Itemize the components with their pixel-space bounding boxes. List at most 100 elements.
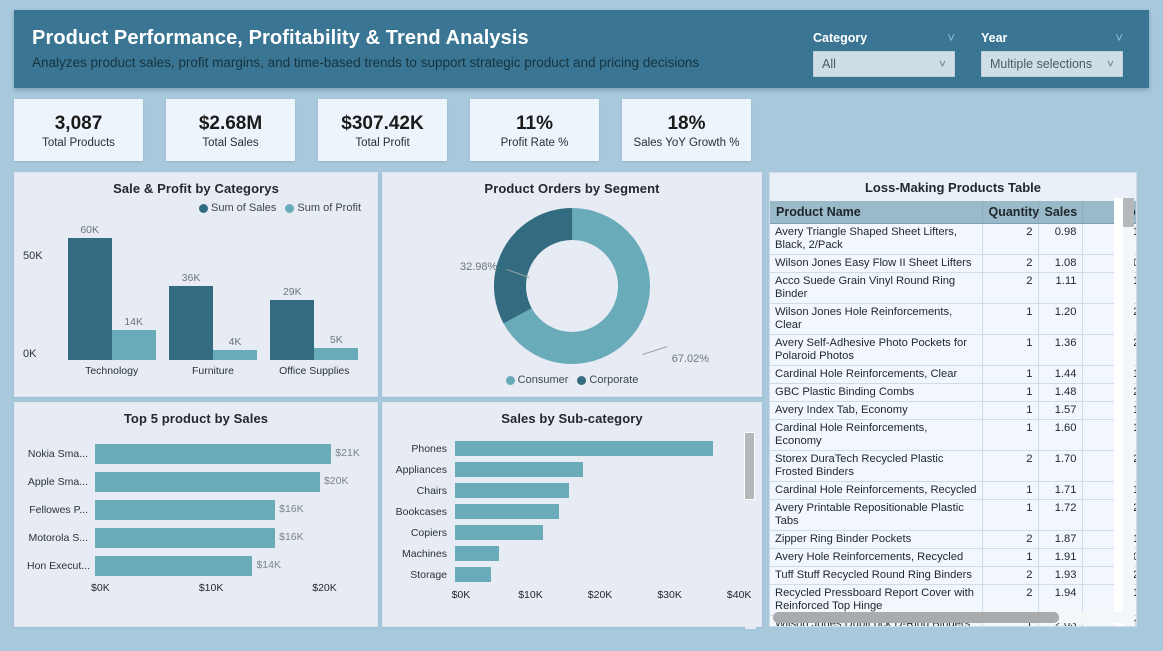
bar-row[interactable]: Motorola S... $16K (27, 524, 365, 552)
filter-category-select[interactable]: All ˅ (813, 51, 955, 77)
bar-sales[interactable]: 29K (270, 224, 315, 360)
table-row[interactable]: Avery Hole Reinforcements, Recycled 1 1.91… (770, 548, 1136, 567)
bar-row[interactable]: Storage (391, 564, 751, 585)
table-row[interactable]: Wilson Jones Hole Reinforcements, Clear 1… (770, 303, 1136, 335)
kpi-value: $307.42K (341, 112, 424, 134)
bar-profit[interactable]: 5K (314, 224, 359, 360)
kpi-label: Sales YoY Growth % (633, 136, 740, 149)
bar-group-technology[interactable]: 60K 14K (67, 224, 156, 360)
table-scroll-viewport[interactable]: Product Name Quantity Sales Profit Avery… (770, 201, 1136, 626)
sales-cell: 1.70 (1038, 450, 1083, 482)
kpi-card-total-products[interactable]: 3,087 Total Products (14, 99, 143, 161)
bar-group-office-supplies[interactable]: 29K 5K (270, 224, 359, 360)
bar-sales[interactable]: 36K (168, 224, 213, 360)
chart-vertical-scrollbar-track[interactable] (745, 431, 756, 629)
kpi-card-sales-yoy-growth[interactable]: 18% Sales YoY Growth % (622, 99, 751, 161)
loss-making-products-table: Product Name Quantity Sales Profit Avery… (770, 201, 1136, 626)
bar-row[interactable]: Nokia Sma... $21K (27, 440, 365, 468)
chart-plot-area: Phones Appliances Chairs Bookcases (391, 438, 751, 610)
table-body: Avery Triangle Shaped Sheet Lifters, Bla… (770, 223, 1136, 626)
kpi-card-total-sales[interactable]: $2.68M Total Sales (166, 99, 295, 161)
bar-sales[interactable]: 60K (67, 224, 112, 360)
table-row[interactable]: Avery Triangle Shaped Sheet Lifters, Bla… (770, 223, 1136, 255)
dashboard-body: Sale & Profit by Categorys Sum of Sales … (14, 172, 1149, 629)
table-row[interactable]: Cardinal Hole Reinforcements, Economy 1 1.… (770, 419, 1136, 451)
kpi-value: 18% (667, 112, 706, 134)
sales-cell: 1.48 (1038, 383, 1083, 402)
product-name-cell: Cardinal Hole Reinforcements, Economy (770, 419, 983, 451)
table-header-row: Product Name Quantity Sales Profit (770, 201, 1136, 224)
filter-bar: ˅ Category All ˅ ˅ Year Multiple selecti… (813, 21, 1149, 77)
chart-plot-area: 50K 0K 60K 14K (23, 224, 369, 384)
filter-category-value: All (822, 57, 836, 71)
bar-row[interactable]: Machines (391, 543, 751, 564)
table-vertical-scrollbar-track[interactable] (1123, 198, 1134, 626)
x-axis-labels: $0K $10K $20K (91, 582, 365, 598)
column-header-sales[interactable]: Sales (1038, 201, 1083, 224)
bar-row[interactable]: Chairs (391, 480, 751, 501)
quantity-cell: 1 (982, 334, 1039, 366)
kpi-card-total-profit[interactable]: $307.42K Total Profit (318, 99, 447, 161)
table-row[interactable]: Avery Self-Adhesive Photo Pockets for Po… (770, 334, 1136, 366)
sales-cell: 1.72 (1038, 499, 1083, 531)
bar-row[interactable]: Fellowes P... $16K (27, 496, 365, 524)
filter-category-label: Category (813, 31, 868, 45)
legend-item-sum-of-sales[interactable]: Sum of Sales (199, 202, 276, 214)
product-name-cell: Avery Index Tab, Economy (770, 401, 983, 420)
filter-year-label: Year (981, 31, 1008, 45)
bar-row[interactable]: Apple Sma... $20K (27, 468, 365, 496)
legend-item-corporate[interactable]: Corporate (577, 374, 638, 386)
table-row[interactable]: Cardinal Hole Reinforcements, Recycled 1 1… (770, 481, 1136, 500)
bar-data-label: 29K (282, 286, 302, 298)
page-title: Product Performance, Profitability & Tre… (32, 26, 529, 49)
chart-product-orders-by-segment[interactable]: Product Orders by Segment 32.98% 67.02% (382, 172, 762, 397)
chart-sale-profit-by-category[interactable]: Sale & Profit by Categorys Sum of Sales … (14, 172, 378, 397)
table-row[interactable]: Avery Printable Repositionable Plastic T… (770, 499, 1136, 531)
charts-column: Sale & Profit by Categorys Sum of Sales … (14, 172, 764, 629)
bar-group-furniture[interactable]: 36K 4K (168, 224, 257, 360)
y-axis-tick-label: Hon Execut... (27, 560, 91, 572)
bar-row[interactable]: Phones (391, 438, 751, 459)
loss-making-products-table-panel[interactable]: Loss-Making Products Table Product Name … (769, 172, 1137, 627)
table-horizontal-scrollbar-thumb[interactable] (773, 612, 1059, 623)
legend-item-sum-of-profit[interactable]: Sum of Profit (285, 202, 361, 214)
table-vertical-scrollbar-thumb[interactable] (1123, 198, 1134, 227)
chart-vertical-scrollbar-thumb[interactable] (744, 432, 755, 500)
charts-row-bottom: Top 5 product by Sales Nokia Sma... $21K… (14, 402, 764, 629)
filter-category[interactable]: ˅ Category All ˅ (813, 31, 955, 77)
chart-top-5-product-by-sales[interactable]: Top 5 product by Sales Nokia Sma... $21K… (14, 402, 378, 627)
bar-row[interactable]: Bookcases (391, 501, 751, 522)
table-row[interactable]: Cardinal Hole Reinforcements, Clear 1 1.44… (770, 365, 1136, 384)
bar-data-label: $16K (279, 531, 304, 543)
bar-row[interactable]: Appliances (391, 459, 751, 480)
kpi-value: 3,087 (54, 112, 103, 134)
table-row[interactable]: Acco Suede Grain Vinyl Round Ring Binder… (770, 272, 1136, 304)
bar-profit[interactable]: 14K (111, 224, 156, 360)
sales-cell: 1.36 (1038, 334, 1083, 366)
quantity-cell: 1 (982, 365, 1039, 384)
y-axis-tick-label: Fellowes P... (29, 504, 88, 516)
legend-item-consumer[interactable]: Consumer (505, 374, 568, 386)
kpi-card-profit-rate[interactable]: 11% Profit Rate % (470, 99, 599, 161)
table-row[interactable]: Tuff Stuff Recycled Round Ring Binders 2 1… (770, 566, 1136, 585)
filter-year-select[interactable]: Multiple selections ˅ (981, 51, 1123, 77)
table-row[interactable]: Storex DuraTech Recycled Plastic Frosted… (770, 450, 1136, 482)
chart-sales-by-sub-category[interactable]: Sales by Sub-category Phones Appliances (382, 402, 762, 629)
filter-year[interactable]: ˅ Year Multiple selections ˅ (981, 31, 1123, 77)
x-axis-labels: $0K $10K $20K $30K $40K (452, 589, 752, 605)
x-axis-tick-40k: $40K (726, 589, 752, 601)
quantity-cell: 1 (982, 419, 1039, 451)
table-row[interactable]: Recycled Pressboard Report Cover with Re… (770, 584, 1136, 616)
chevron-down-icon: ˅ (1106, 57, 1114, 71)
kpi-label: Total Profit (355, 136, 410, 149)
bar-profit[interactable]: 4K (212, 224, 257, 360)
table-row[interactable]: Wilson Jones Easy Flow II Sheet Lifters 2… (770, 254, 1136, 273)
product-name-cell: Recycled Pressboard Report Cover with Re… (770, 584, 983, 616)
column-header-quantity[interactable]: Quantity (982, 201, 1039, 224)
bar-row[interactable]: Hon Execut... $14K (27, 552, 365, 580)
bar-row[interactable]: Copiers (391, 522, 751, 543)
column-header-product-name[interactable]: Product Name (770, 201, 983, 224)
